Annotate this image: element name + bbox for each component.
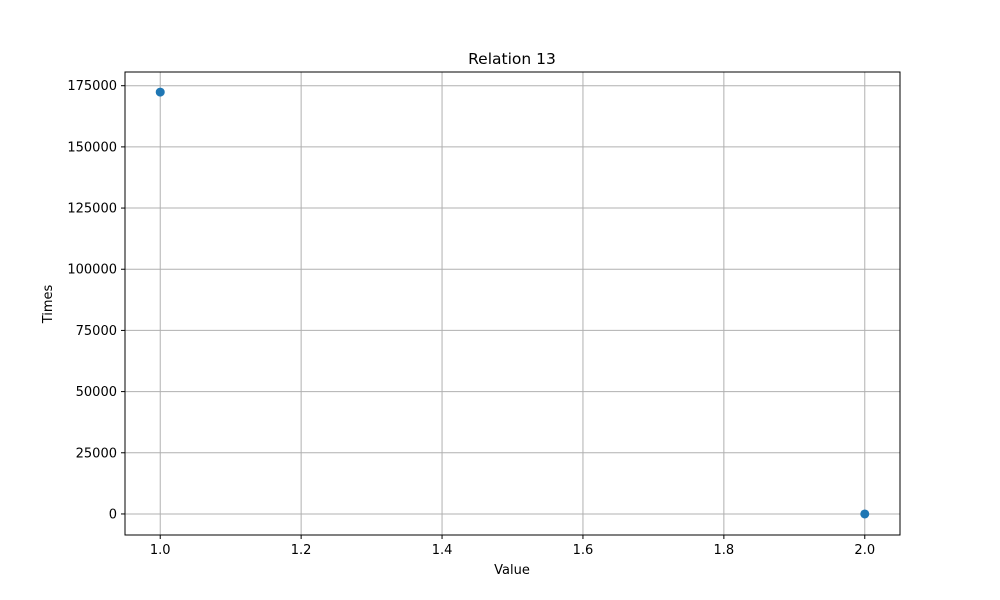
data-points (155, 87, 870, 519)
y-tick-label: 25000 (76, 446, 117, 461)
data-point (155, 87, 165, 97)
plot-frame (124, 71, 901, 536)
x-axis-label: Value (494, 563, 530, 578)
data-point (860, 509, 870, 519)
axis-ticks: 1.0 1.2 1.4 1.6 1.8 2.0 0 25000 50000 75000 100000… (67, 79, 875, 558)
y-tick-label: 75000 (76, 324, 117, 339)
grid-lines (125, 72, 900, 535)
y-tick-label: 0 (109, 507, 117, 522)
y-tick-label: 150000 (67, 140, 117, 155)
x-tick-label: 1.4 (432, 543, 453, 558)
y-tick-label: 175000 (67, 79, 117, 94)
x-tick-label: 2.0 (854, 543, 875, 558)
x-tick-label: 1.6 (573, 543, 594, 558)
x-tick-label: 1.2 (291, 543, 312, 558)
chart-title: Relation 13 (468, 50, 556, 68)
y-tick-label: 125000 (67, 202, 117, 217)
x-tick-label: 1.0 (150, 543, 171, 558)
y-tick-label: 100000 (67, 263, 117, 278)
x-tick-label: 1.8 (714, 543, 735, 558)
y-tick-label: 50000 (76, 385, 117, 400)
y-axis-label: Times (41, 284, 56, 324)
